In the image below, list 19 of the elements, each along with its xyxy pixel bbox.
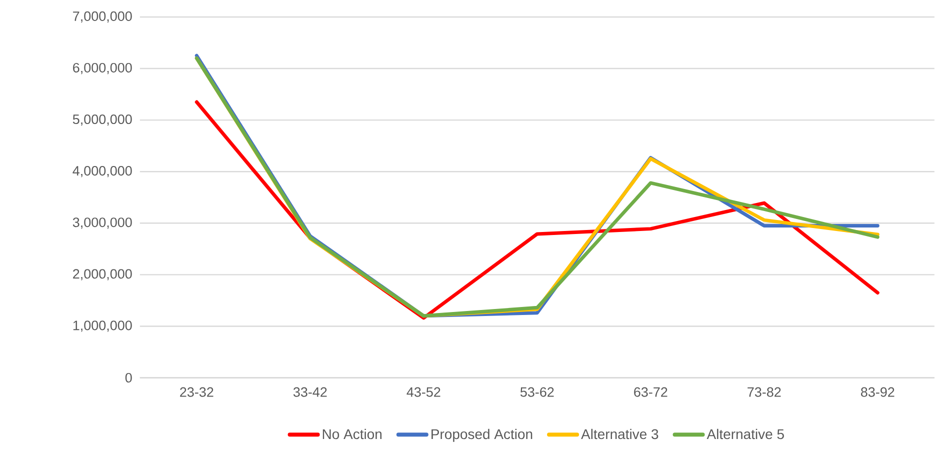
y-tick-label: 2,000,000	[73, 269, 132, 280]
y-tick-label: 6,000,000	[73, 63, 132, 74]
x-tick-label: 33-42	[293, 387, 327, 397]
y-tick-label: 4,000,000	[72, 166, 132, 178]
y-tick-label: 1,000,000	[73, 320, 132, 332]
legend-label: No Action	[322, 429, 382, 440]
legend-label: Alternative 3	[581, 429, 658, 440]
y-tick-label: 0	[125, 373, 132, 383]
y-tick-label: 3,000,000	[72, 218, 132, 229]
legend-label: Proposed Action	[432, 429, 532, 442]
x-tick-label: 53-62	[520, 387, 554, 397]
x-tick-label: 23-32	[180, 387, 214, 397]
x-tick-label: 83-92	[860, 387, 894, 397]
legend-label: Alternative 5	[706, 429, 784, 440]
y-tick-label: 5,000,000	[72, 114, 132, 126]
x-tick-label: 63-72	[634, 387, 668, 397]
y-tick-label: 7,000,000	[73, 12, 132, 23]
x-tick-label: 43-52	[406, 387, 440, 397]
x-tick-label: 73-82	[748, 387, 781, 397]
